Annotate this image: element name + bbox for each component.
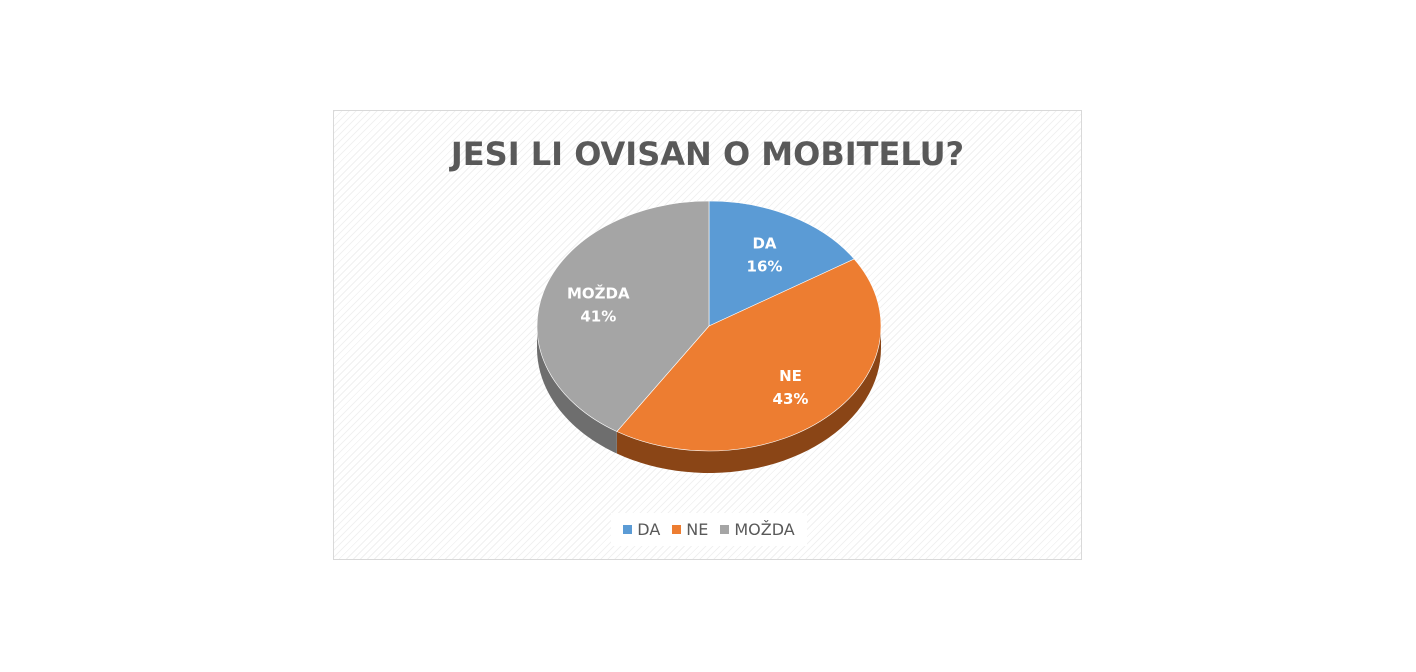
chart-area: JESI LI OVISAN O MOBITELU? DA 16% NE 43% MOŽ… [333, 110, 1082, 560]
slice-category-label-ne: NE [779, 367, 802, 385]
legend-swatch-ne [672, 525, 682, 534]
legend-item-da: DA [623, 520, 660, 539]
pie-slice-side-mo-da [537, 326, 617, 454]
slice-category-label-mo-da: MOŽDA [567, 284, 630, 303]
legend-swatch-da [623, 525, 633, 534]
slice-value-label-mo-da: 41% [580, 308, 616, 326]
legend-label-ne: NE [686, 520, 709, 539]
legend-swatch-mo-da [720, 525, 730, 534]
slice-category-label-da: DA [752, 235, 776, 253]
pie-slice-side-ne [616, 326, 881, 473]
pie-slice-mo-da [536, 200, 710, 432]
chart-legend: DA NE MOŽDA [611, 513, 807, 546]
legend-item-ne: NE [672, 520, 708, 539]
slice-value-label-da: 16% [747, 258, 783, 276]
legend-item-mo-da: MOŽDA [720, 520, 795, 539]
pie-slice-da [708, 200, 855, 327]
legend-label-mo-da: MOŽDA [734, 520, 795, 539]
legend-label-da: DA [637, 520, 661, 539]
slice-value-label-ne: 43% [773, 390, 809, 408]
pie-chart: DA 16% NE 43% MOŽDA 41% [536, 200, 882, 473]
pie-slice-ne [616, 258, 882, 452]
chart-title: JESI LI OVISAN O MOBITELU? [450, 135, 965, 173]
